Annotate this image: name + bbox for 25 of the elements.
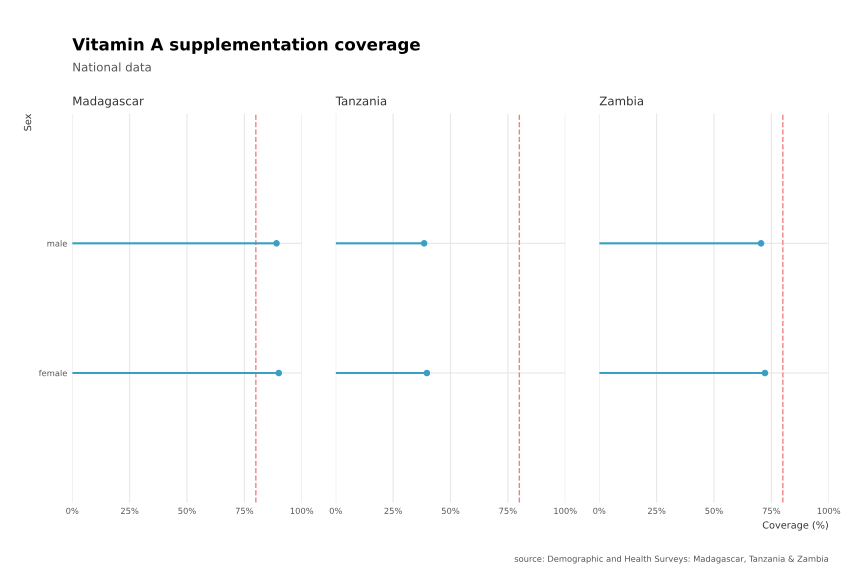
y-tick-label: male — [47, 240, 67, 247]
x-axis-title: Coverage (%) — [762, 521, 828, 531]
x-tick-label: 75% — [762, 508, 780, 514]
x-tick-label: 25% — [120, 508, 138, 514]
x-tick-label: 0% — [66, 508, 78, 514]
x-tick-label: 25% — [384, 508, 402, 514]
x-tick-label: 0% — [593, 508, 606, 514]
x-tick-label: 75% — [236, 508, 254, 514]
x-tick-label: 75% — [499, 508, 517, 514]
chart-title: Vitamin A supplementation coverage — [72, 38, 420, 54]
y-axis-title: Sex — [24, 114, 32, 131]
x-tick-label: 100% — [554, 508, 577, 514]
chart-subtitle: National data — [73, 62, 151, 72]
x-tick-label: 50% — [442, 508, 460, 514]
text: Zambia — [600, 96, 644, 106]
text: Madagascar — [73, 96, 144, 108]
y-tick-label: female — [38, 370, 67, 376]
x-tick-label: 100% — [290, 508, 314, 514]
x-tick-label: 50% — [178, 508, 196, 514]
text: Tanzania — [336, 96, 386, 106]
x-tick-label: 0% — [330, 508, 342, 514]
source-note: source: Demographic and Health Surveys: Madagascar, Tanzania & Zambia — [514, 555, 828, 564]
x-tick-label: 100% — [818, 508, 840, 514]
x-tick-label: 25% — [648, 508, 666, 514]
x-tick-label: 50% — [705, 508, 723, 514]
